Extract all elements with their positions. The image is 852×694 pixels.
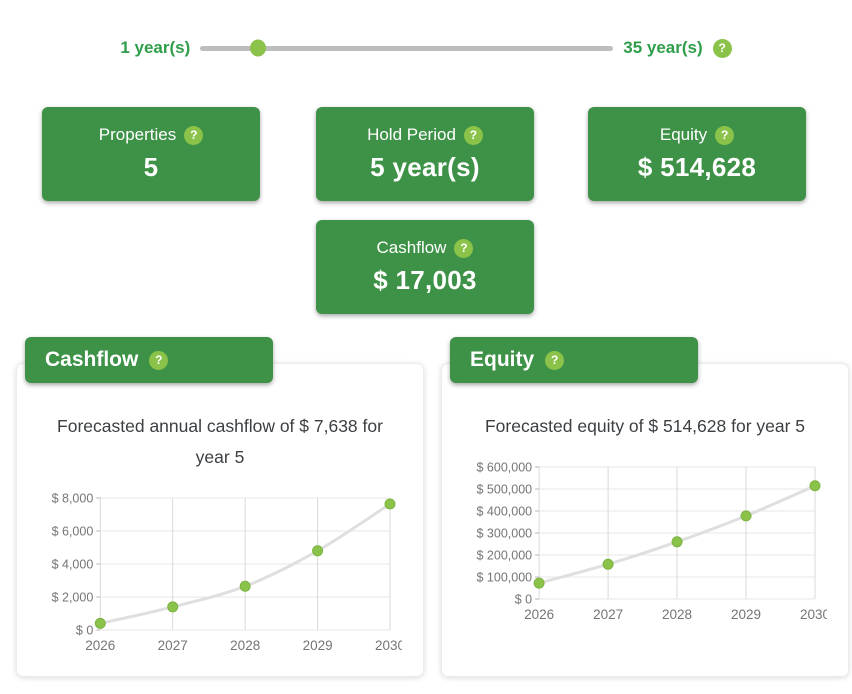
slider-min-label: 1 year(s): [120, 38, 191, 57]
data-point[interactable]: [312, 545, 324, 557]
properties-card: Properties ? 5: [42, 107, 260, 201]
properties-card-value: 5: [143, 152, 159, 182]
data-point[interactable]: [809, 480, 821, 492]
cashflow-help-icon[interactable]: ?: [454, 238, 474, 258]
equity-card-label: Equity: [659, 125, 708, 144]
equity-panel: Equity ? Forecasted equity of $ 514,628 …: [441, 337, 849, 677]
properties-card-label: Properties: [98, 125, 177, 144]
cashflow-chart: $ 0 $ 2,000 $ 4,000 $ 6,000 $ 8,000 2026 2027 2…: [38, 489, 405, 668]
equity-chart: $ 0 $ 100,000 $ 200,000 $ 300,000 $ 400,000 $…: [463, 458, 830, 637]
svg-text:$ 4,000: $ 4,000: [52, 558, 94, 572]
svg-text:2030: 2030: [800, 607, 827, 622]
svg-text:$ 100,000: $ 100,000: [476, 571, 532, 585]
svg-text:2029: 2029: [731, 607, 761, 622]
svg-text:2030: 2030: [375, 638, 402, 653]
svg-text:$ 6,000: $ 6,000: [52, 525, 94, 539]
properties-help-icon[interactable]: ?: [184, 125, 204, 145]
cashflow-forecast-text: Forecasted annual cashflow of $ 7,638 fo…: [57, 416, 383, 467]
data-point[interactable]: [384, 498, 396, 510]
equity-panel-tab: Equity ?: [450, 337, 698, 383]
svg-text:2027: 2027: [593, 607, 623, 622]
svg-text:$ 400,000: $ 400,000: [476, 505, 532, 519]
cashflow-card-value: $ 17,003: [373, 265, 477, 295]
svg-text:2026: 2026: [524, 607, 554, 622]
cashflow-panel-title: Cashflow: [45, 348, 139, 371]
data-point[interactable]: [533, 577, 545, 589]
slider-max-label: 35 year(s): [623, 38, 703, 57]
slider-thumb[interactable]: [250, 39, 267, 57]
hold-period-card: Hold Period ? 5 year(s): [316, 107, 534, 201]
svg-text:$ 300,000: $ 300,000: [476, 527, 532, 541]
cashflow-panel-tab: Cashflow ?: [25, 337, 273, 383]
svg-text:2028: 2028: [662, 607, 692, 622]
svg-text:2026: 2026: [85, 638, 115, 653]
svg-text:$ 600,000: $ 600,000: [476, 461, 532, 475]
hold-period-card-label: Hold Period: [367, 125, 456, 144]
equity-card-value: $ 514,628: [637, 152, 757, 182]
data-point[interactable]: [671, 536, 683, 548]
equity-panel-help-icon[interactable]: ?: [545, 350, 565, 370]
slider-help-icon[interactable]: ?: [712, 38, 732, 58]
equity-forecast-text: Forecasted equity of $ 514,628 for year …: [484, 416, 806, 436]
svg-text:$ 2,000: $ 2,000: [52, 591, 94, 605]
svg-text:$ 8,000: $ 8,000: [52, 492, 94, 506]
svg-text:$ 0: $ 0: [76, 624, 93, 638]
cashflow-card: Cashflow ? $ 17,003: [316, 220, 534, 314]
data-point[interactable]: [167, 601, 179, 613]
svg-text:2029: 2029: [303, 638, 333, 653]
hold-period-help-icon[interactable]: ?: [463, 125, 483, 145]
data-point[interactable]: [239, 580, 251, 592]
cashflow-card-label: Cashflow: [376, 238, 447, 257]
equity-panel-title: Equity: [470, 348, 535, 371]
hold-period-slider: 1 year(s) 35 year(s) ?: [0, 34, 852, 62]
hold-period-card-value: 5 year(s): [370, 152, 480, 182]
data-point[interactable]: [94, 617, 106, 629]
cashflow-panel: Cashflow ? Forecasted annual cashflow of…: [16, 337, 424, 677]
equity-card: Equity ? $ 514,628: [588, 107, 806, 201]
svg-text:$ 500,000: $ 500,000: [476, 483, 532, 497]
slider-track[interactable]: [200, 39, 614, 57]
data-point[interactable]: [602, 558, 614, 570]
data-point[interactable]: [740, 510, 752, 522]
svg-text:$ 200,000: $ 200,000: [476, 549, 532, 563]
svg-text:2027: 2027: [158, 638, 188, 653]
equity-help-icon[interactable]: ?: [715, 125, 735, 145]
svg-text:2028: 2028: [230, 638, 260, 653]
cashflow-panel-help-icon[interactable]: ?: [149, 350, 169, 370]
svg-text:$ 0: $ 0: [515, 593, 532, 607]
